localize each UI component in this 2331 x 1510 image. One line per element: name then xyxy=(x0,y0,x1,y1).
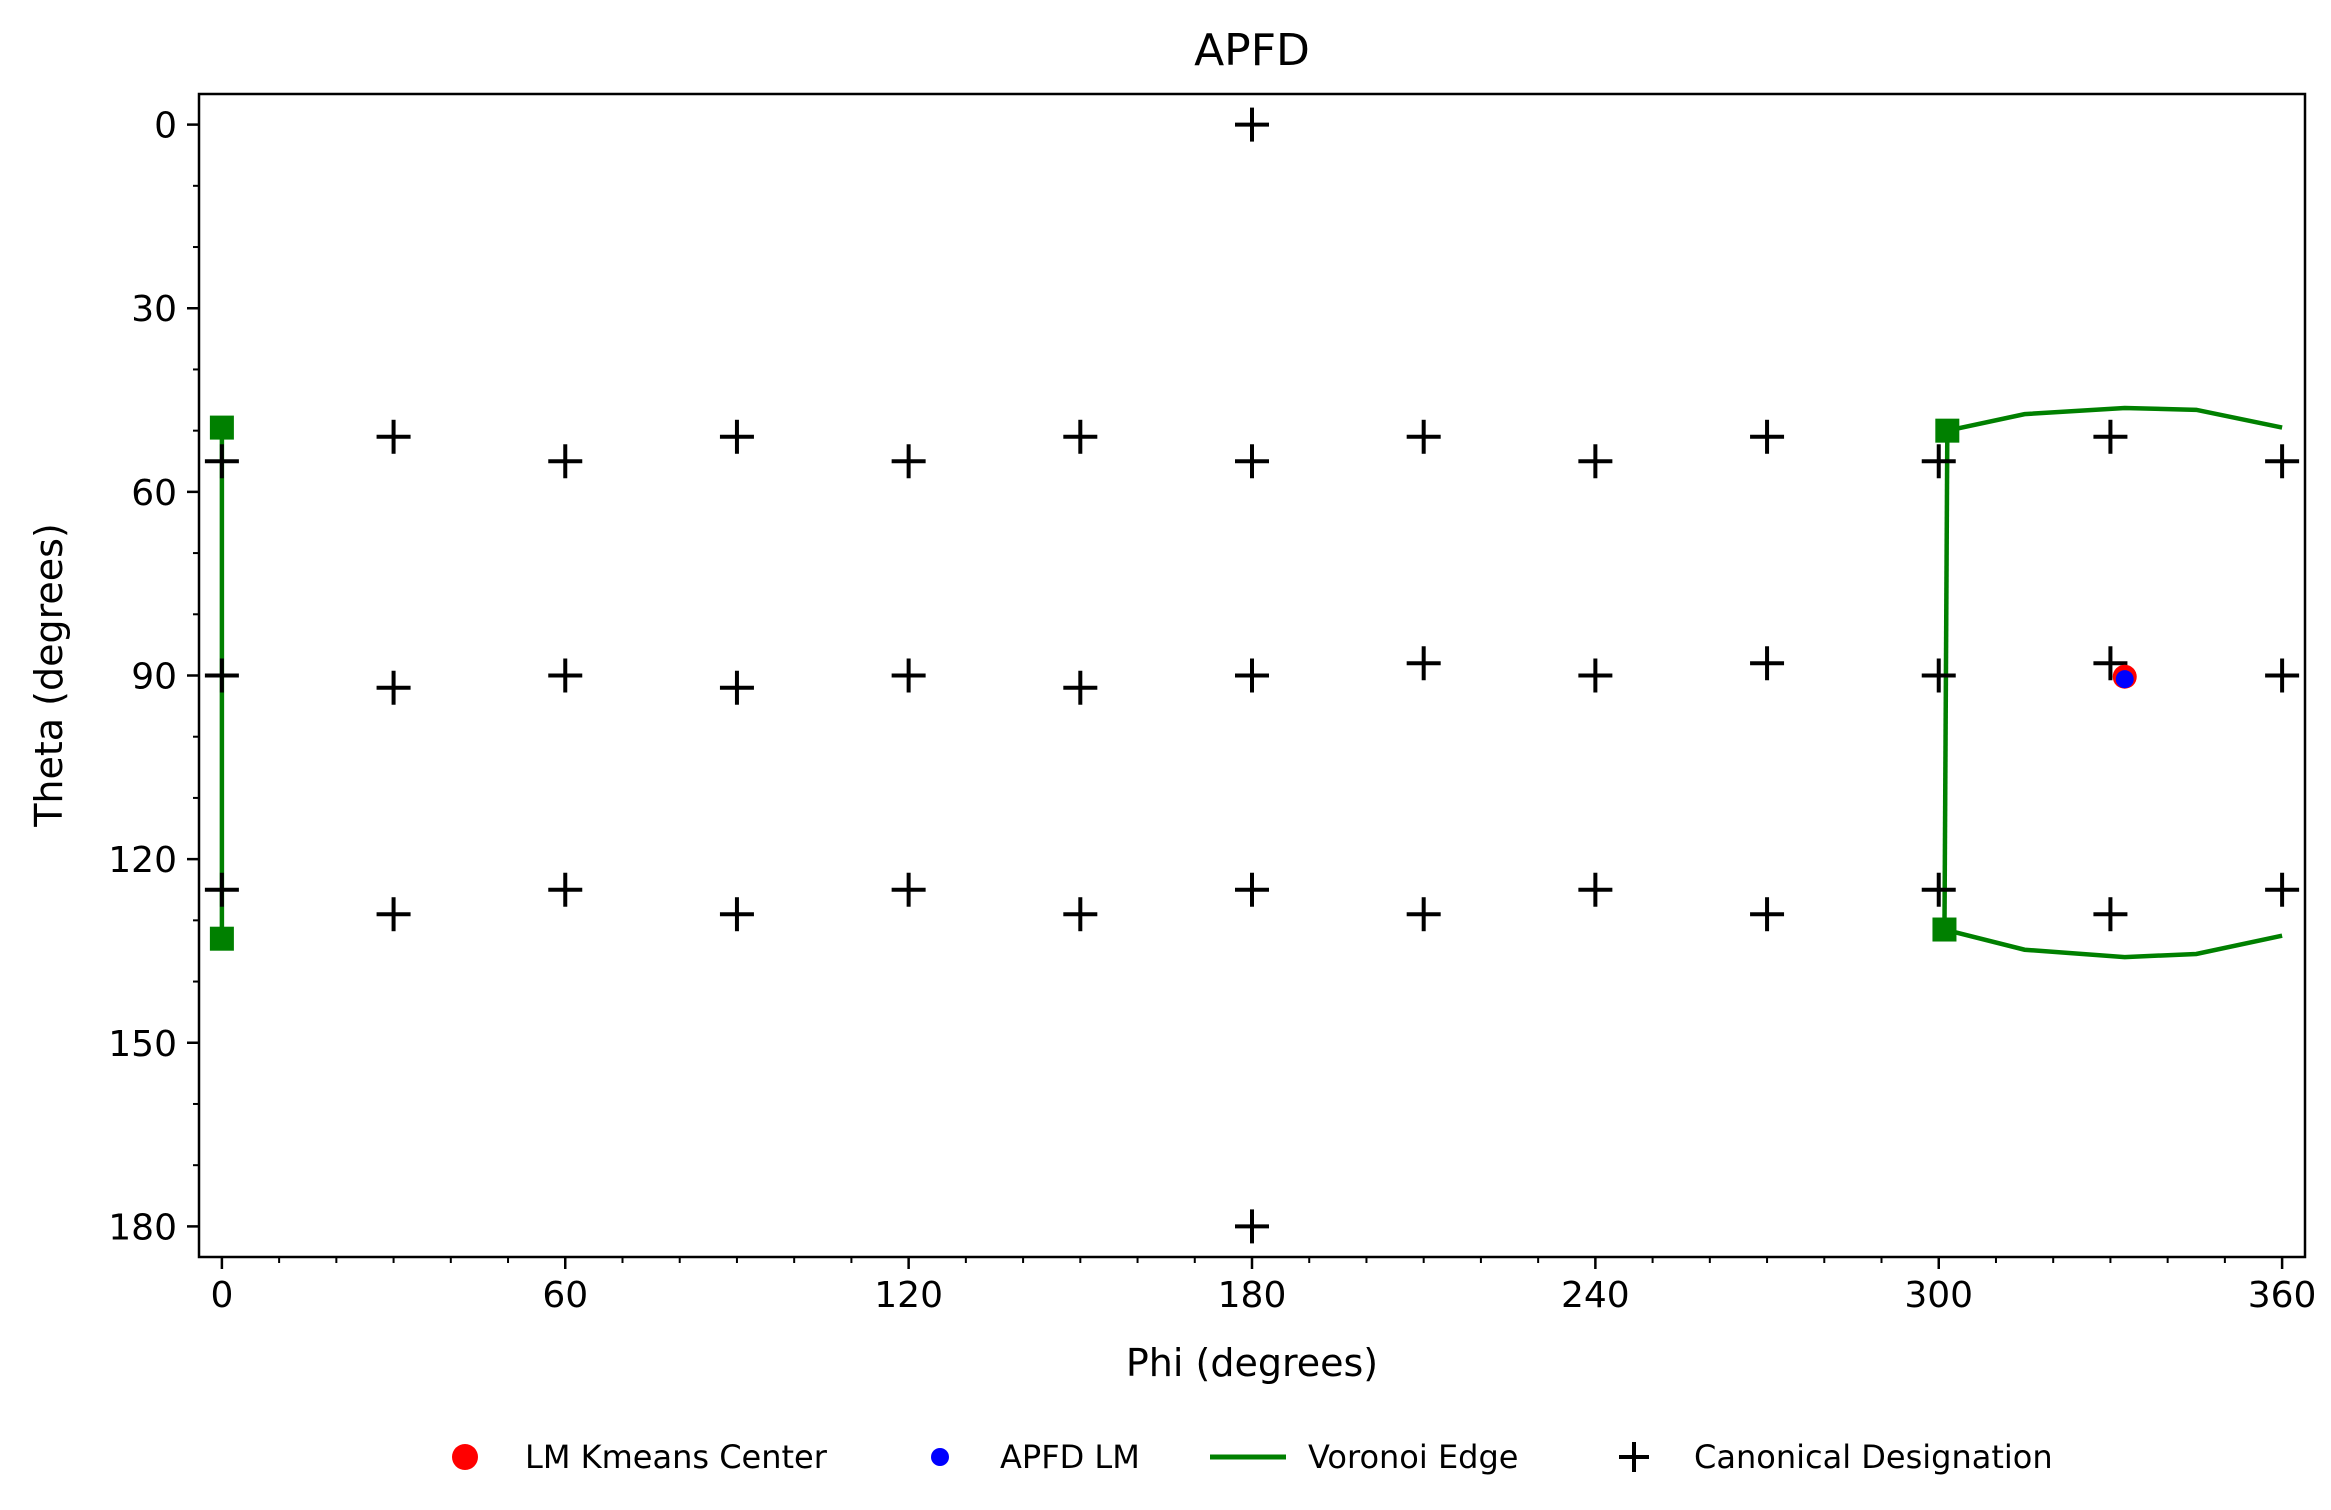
voronoi-edge xyxy=(1942,430,1950,930)
y-axis-label: Theta (degrees) xyxy=(27,523,71,828)
canonical-point xyxy=(719,670,754,705)
canonical-point xyxy=(1406,419,1441,454)
canonical-point xyxy=(204,872,239,907)
canonical-point xyxy=(2265,872,2300,907)
x-tick-label: 0 xyxy=(210,1275,233,1316)
x-axis: 0 60 120 180 240 300 360 xyxy=(210,1257,2316,1316)
canonical-point xyxy=(1235,872,1269,907)
canonical-point xyxy=(2093,897,2128,932)
legend-canonical-swatch xyxy=(1619,1442,1649,1472)
voronoi-vertex xyxy=(209,926,234,951)
canonical-point xyxy=(1406,646,1441,681)
voronoi-edge xyxy=(1943,927,2283,960)
legend-item: Voronoi Edge xyxy=(1210,1438,1518,1476)
legend-label: Canonical Designation xyxy=(1694,1438,2053,1476)
canonical-point xyxy=(1578,444,1613,479)
canonical-point xyxy=(548,872,583,907)
canonical-point xyxy=(2265,658,2300,693)
y-tick-label: 30 xyxy=(131,289,177,330)
canonical-point xyxy=(1235,1209,1269,1244)
canonical-point xyxy=(1921,444,1956,479)
y-tick-label: 0 xyxy=(154,106,177,147)
canonical-point xyxy=(2265,444,2300,479)
canonical-point xyxy=(1406,897,1441,932)
y-tick-label: 150 xyxy=(108,1024,177,1065)
chart-title: APFD xyxy=(1194,25,1310,76)
y-axis: 0 30 60 90 120 150 180 xyxy=(108,106,199,1248)
x-tick-label: 300 xyxy=(1904,1275,1973,1316)
y-tick-label: 120 xyxy=(108,840,177,881)
canonical-point xyxy=(1063,897,1098,932)
canonical-point xyxy=(719,897,754,932)
canonical-point xyxy=(719,419,754,454)
canonical-point xyxy=(1063,670,1098,705)
canonical-point xyxy=(2093,646,2128,681)
canonical-point xyxy=(204,444,239,479)
legend-apfd-swatch xyxy=(931,1448,949,1466)
y-tick-label: 60 xyxy=(131,473,177,514)
canonical-point xyxy=(548,658,583,693)
y-tick-label: 180 xyxy=(108,1207,177,1248)
legend-item: Canonical Designation xyxy=(1619,1438,2053,1476)
y-tick-label: 90 xyxy=(131,657,177,698)
legend-label: LM Kmeans Center xyxy=(525,1438,828,1476)
x-tick-label: 240 xyxy=(1561,1275,1630,1316)
x-tick-label: 120 xyxy=(874,1275,943,1316)
canonical-point xyxy=(1063,419,1098,454)
canonical-point xyxy=(1921,872,1956,907)
legend-label: APFD LM xyxy=(1000,1438,1140,1476)
plot-area xyxy=(204,107,2300,1244)
legend-kmeans-swatch xyxy=(452,1444,478,1470)
canonical-point xyxy=(376,897,411,932)
x-tick-label: 60 xyxy=(542,1275,588,1316)
voronoi-edge xyxy=(1946,405,2283,433)
canonical-point xyxy=(1235,658,1269,693)
canonical-point xyxy=(1235,444,1269,479)
canonical-point xyxy=(1750,646,1785,681)
x-tick-label: 360 xyxy=(2248,1275,2317,1316)
x-axis-label: Phi (degrees) xyxy=(1126,1341,1378,1385)
canonical-point xyxy=(1750,897,1785,932)
canonical-point xyxy=(204,658,239,693)
canonical-point xyxy=(548,444,583,479)
apfd-lm-point xyxy=(2115,670,2134,689)
legend: LM Kmeans Center APFD LM Voronoi Edge Canon… xyxy=(452,1438,2053,1476)
canonical-point xyxy=(891,658,926,693)
canonical-point xyxy=(1235,107,1269,142)
legend-item: APFD LM xyxy=(931,1438,1140,1476)
voronoi-vertex xyxy=(209,415,234,440)
canonical-point xyxy=(891,444,926,479)
canonical-point xyxy=(1578,872,1613,907)
canonical-point xyxy=(891,872,926,907)
legend-item: LM Kmeans Center xyxy=(452,1438,828,1476)
canonical-point xyxy=(376,419,411,454)
canonical-point xyxy=(1578,658,1613,693)
canonical-point xyxy=(1921,658,1956,693)
x-tick-label: 180 xyxy=(1218,1275,1287,1316)
canonical-point xyxy=(1750,419,1785,454)
legend-label: Voronoi Edge xyxy=(1308,1438,1518,1476)
canonical-point xyxy=(2093,419,2128,454)
canonical-point xyxy=(376,670,411,705)
